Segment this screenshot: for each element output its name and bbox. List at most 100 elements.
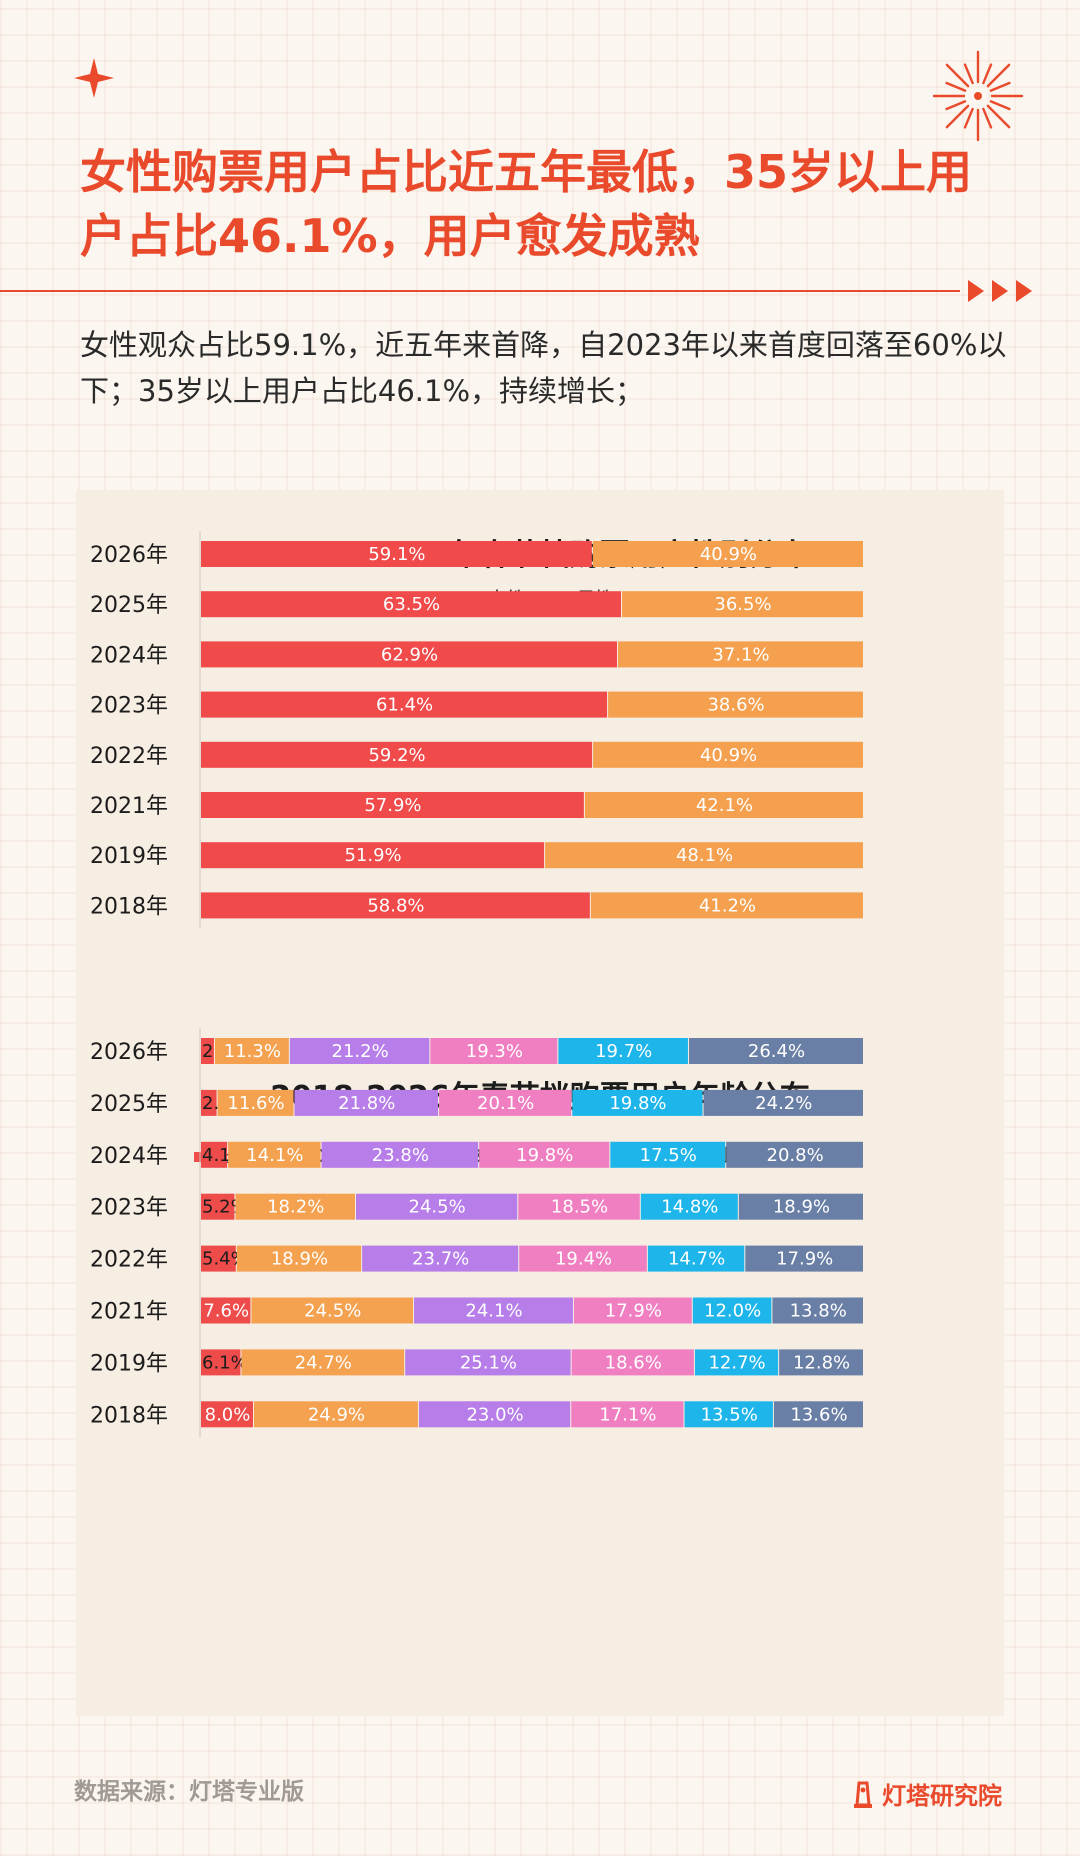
- gender-data-label: 59.2%: [368, 745, 425, 766]
- age-bar: [251, 1297, 414, 1324]
- age-data-label: 25.1%: [460, 1352, 517, 1373]
- gender-data-label: 58.8%: [367, 895, 424, 916]
- gender-data-label: 41.2%: [699, 895, 756, 916]
- age-data-label: 24.2%: [755, 1093, 812, 1114]
- age-data-label: 24.7%: [295, 1352, 352, 1373]
- age-bar: [692, 1297, 772, 1324]
- gender-data-label: 38.6%: [707, 695, 764, 716]
- gender-data-label: 36.5%: [714, 594, 771, 615]
- age-data-label: 24.9%: [308, 1404, 365, 1425]
- gender-data-label: 62.9%: [381, 644, 438, 665]
- firework-icon: [932, 50, 1024, 142]
- age-data-label: 19.4%: [555, 1249, 612, 1270]
- gender-category-label: 2023年: [90, 694, 168, 719]
- age-data-label: 18.6%: [605, 1352, 662, 1373]
- age-bar: [235, 1193, 355, 1220]
- age-data-label: 18.9%: [271, 1249, 328, 1270]
- age-bar: [201, 1193, 235, 1220]
- age-data-label: 24.5%: [409, 1197, 466, 1218]
- gender-data-label: 51.9%: [344, 845, 401, 866]
- gender-data-label: 61.4%: [376, 695, 433, 716]
- headline: 女性购票用户占比近五年最低，35岁以上用户占比46.1%，用户愈发成熟: [80, 145, 973, 263]
- gender-data-label: 63.5%: [383, 594, 440, 615]
- age-data-label: 17.5%: [640, 1145, 697, 1166]
- age-bar: [294, 1089, 439, 1116]
- gender-bar: [201, 741, 593, 768]
- age-bar: [201, 1349, 241, 1376]
- age-bar: [418, 1401, 571, 1428]
- age-bar: [201, 1141, 228, 1168]
- age-bar: [647, 1245, 745, 1272]
- age-data-label: 13.5%: [701, 1404, 758, 1425]
- age-data-label: 7.6%: [203, 1301, 249, 1322]
- gender-bar: [584, 792, 863, 818]
- age-data-label: 20.8%: [767, 1145, 824, 1166]
- age-bar: [738, 1193, 863, 1220]
- gender-bar: [590, 892, 863, 919]
- gender-bar: [622, 591, 863, 618]
- age-data-label: 18.9%: [773, 1197, 830, 1218]
- age-bar: [430, 1038, 558, 1064]
- charts: 2018-2026年春节档购票用户性别分布女性男性2026年59.1%40.9%…: [90, 531, 863, 1438]
- age-category-label: 2025年: [90, 1092, 168, 1117]
- gender-category-label: 2019年: [90, 844, 168, 869]
- age-category-label: 2026年: [90, 1040, 168, 1065]
- age-bar: [253, 1401, 418, 1428]
- age-data-label: 19.8%: [609, 1093, 666, 1114]
- age-data-label: 11.3%: [224, 1041, 281, 1062]
- data-source: 数据来源：灯塔专业版: [74, 1779, 304, 1805]
- age-bar: [201, 1401, 253, 1428]
- age-bar: [726, 1141, 863, 1168]
- gender-data-label: 42.1%: [696, 795, 753, 816]
- brand-name: 灯塔研究院: [882, 1782, 1002, 1810]
- age-bar: [573, 1297, 692, 1324]
- age-category-label: 2019年: [90, 1351, 168, 1376]
- gender-category-label: 2022年: [90, 744, 168, 769]
- divider: [0, 290, 960, 292]
- age-data-label: 6.1%: [202, 1352, 248, 1373]
- age-bar: [558, 1038, 688, 1064]
- age-bar: [362, 1245, 519, 1272]
- age-data-label: 8.0%: [205, 1404, 251, 1425]
- age-data-label: 23.0%: [466, 1404, 523, 1425]
- gender-category-label: 2026年: [90, 543, 168, 568]
- age-bar: [214, 1038, 289, 1064]
- gender-bar: [618, 641, 863, 668]
- gender-bar: [201, 792, 584, 818]
- gender-bar: [201, 641, 618, 668]
- age-data-label: 26.4%: [748, 1041, 805, 1062]
- age-bar: [772, 1297, 863, 1324]
- gender-category-label: 2025年: [90, 593, 168, 618]
- age-data-label: 18.2%: [267, 1197, 324, 1218]
- age-legend-swatch: [194, 1152, 204, 1162]
- gender-data-label: 48.1%: [676, 845, 733, 866]
- gender-category-label: 2024年: [90, 643, 168, 668]
- gender-bar: [545, 842, 863, 869]
- age-category-label: 2021年: [90, 1300, 168, 1325]
- age-bar: [201, 1245, 236, 1272]
- age-category-label: 2018年: [90, 1403, 168, 1428]
- age-data-label: 12.0%: [704, 1301, 761, 1322]
- age-data-label: 23.7%: [412, 1249, 469, 1270]
- age-data-label: 12.7%: [708, 1352, 765, 1373]
- age-data-label: 14.1%: [246, 1145, 303, 1166]
- age-data-label: 20.1%: [477, 1093, 534, 1114]
- age-data-label: 13.6%: [790, 1404, 847, 1425]
- age-bar: [694, 1349, 779, 1376]
- age-bar: [201, 1297, 251, 1324]
- age-bar: [201, 1038, 214, 1064]
- age-bar: [688, 1038, 863, 1064]
- age-data-label: 11.6%: [227, 1093, 284, 1114]
- age-data-label: 17.9%: [776, 1249, 833, 1270]
- age-data-label: 24.1%: [465, 1301, 522, 1322]
- age-data-label: 21.2%: [332, 1041, 389, 1062]
- gender-bar: [608, 691, 863, 718]
- age-data-label: 19.8%: [516, 1145, 573, 1166]
- age-data-label: 17.1%: [599, 1404, 656, 1425]
- age-data-label: 21.8%: [338, 1093, 395, 1114]
- lighthouse-icon: [854, 1781, 872, 1808]
- age-bar: [640, 1193, 738, 1220]
- age-data-label: 19.3%: [466, 1041, 523, 1062]
- gender-bar: [593, 741, 863, 768]
- gender-bar: [201, 892, 590, 919]
